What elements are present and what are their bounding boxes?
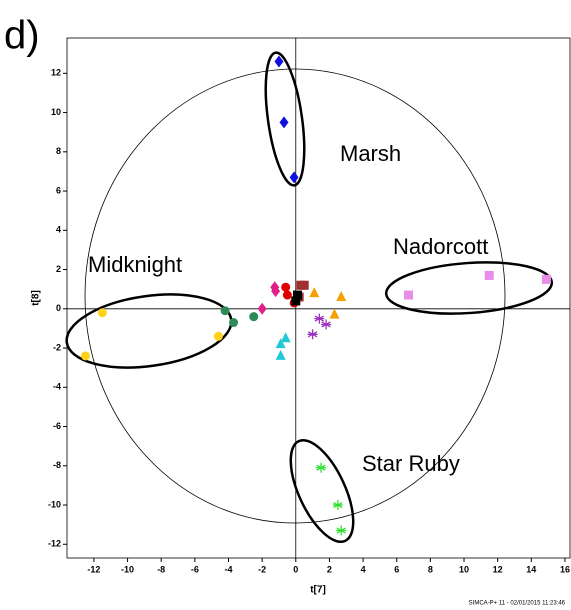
point	[292, 290, 302, 300]
point	[484, 270, 494, 280]
x-tick-label: -6	[191, 564, 199, 574]
point	[321, 319, 332, 330]
point	[279, 116, 289, 129]
point	[249, 312, 259, 322]
x-tick-label: 8	[428, 564, 433, 574]
point	[81, 351, 91, 361]
point	[307, 329, 318, 340]
x-tick-label: -10	[121, 564, 134, 574]
point	[275, 349, 286, 360]
confidence-ellipse	[84, 68, 506, 524]
point	[541, 274, 551, 284]
point	[220, 306, 230, 316]
point	[329, 308, 340, 319]
y-tick-label: -10	[48, 499, 61, 509]
point	[299, 280, 309, 290]
y-tick-label: 4	[56, 225, 61, 235]
point	[281, 282, 291, 292]
y-tick-label: 8	[56, 146, 61, 156]
x-tick-label: 10	[459, 564, 469, 574]
x-tick-label: 6	[394, 564, 399, 574]
point	[336, 291, 347, 302]
y-tick-label: -2	[53, 342, 61, 352]
y-tick-label: 2	[56, 264, 61, 274]
x-axis-label: t[7]	[310, 585, 326, 596]
x-tick-label: 14	[526, 564, 536, 574]
x-tick-label: -8	[157, 564, 165, 574]
point	[282, 290, 292, 300]
group-ellipse	[289, 438, 355, 544]
point	[257, 302, 267, 315]
point	[289, 171, 299, 184]
x-tick-label: -12	[87, 564, 100, 574]
y-tick-label: 6	[56, 185, 61, 195]
point	[229, 318, 239, 328]
x-tick-label: -4	[224, 564, 232, 574]
plot-frame	[66, 37, 571, 559]
point	[336, 525, 347, 536]
point	[213, 331, 223, 341]
y-tick-label: -6	[53, 421, 61, 431]
point	[314, 313, 325, 324]
annotation: Marsh	[340, 141, 401, 166]
footer: SIMCA-P+ 11 - 02/01/2015 11:23:46	[469, 601, 566, 607]
y-tick-label: -12	[48, 539, 61, 549]
point	[404, 290, 414, 300]
y-tick-label: 12	[51, 68, 61, 78]
group-ellipse	[65, 293, 233, 369]
x-tick-label: 12	[493, 564, 503, 574]
point	[97, 308, 107, 318]
y-tick-label: 0	[56, 303, 61, 313]
point	[291, 296, 301, 306]
point	[274, 55, 284, 68]
point	[332, 500, 343, 511]
point	[275, 338, 286, 349]
point	[280, 332, 291, 343]
y-axis-label: t[8]	[31, 290, 42, 306]
point	[309, 287, 320, 298]
ellipses	[65, 51, 554, 544]
point	[271, 285, 281, 298]
group-ellipse	[264, 51, 306, 187]
annotation: Nadorcott	[393, 234, 488, 259]
x-tick-label: 2	[327, 564, 332, 574]
point	[316, 462, 327, 473]
panel-label: d)	[4, 14, 40, 58]
x-tick-label: 4	[361, 564, 366, 574]
y-tick-label: -8	[53, 460, 61, 470]
annotation: Star Ruby	[362, 451, 460, 476]
x-tick-label: 0	[293, 564, 298, 574]
y-tick-label: -4	[53, 382, 61, 392]
x-tick-label: 16	[560, 564, 570, 574]
x-tick-label: -2	[258, 564, 266, 574]
annotation: Midknight	[88, 252, 182, 277]
y-tick-label: 10	[51, 107, 61, 117]
group-ellipse	[384, 261, 554, 315]
